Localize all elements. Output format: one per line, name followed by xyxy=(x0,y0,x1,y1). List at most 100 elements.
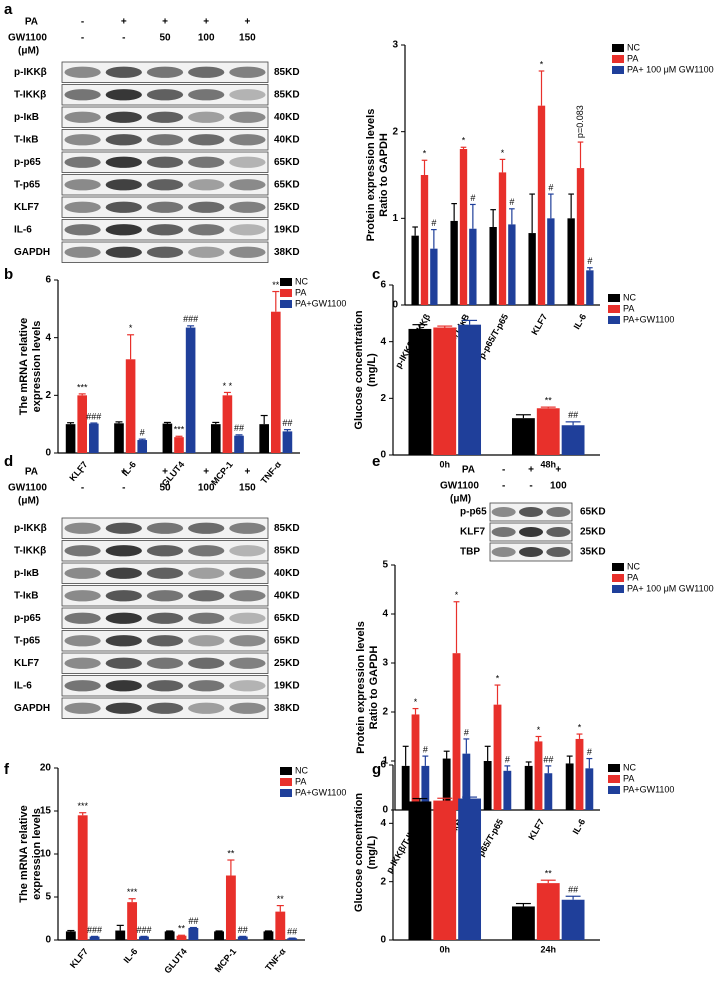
blot-band xyxy=(64,680,101,692)
blot-band xyxy=(64,612,101,624)
y-tick-label: 3 xyxy=(392,40,398,51)
blot-band xyxy=(188,156,225,168)
row-label: GAPDH xyxy=(14,247,50,258)
bar xyxy=(493,704,502,810)
blot-band xyxy=(546,507,571,517)
x-tick-label: 0h xyxy=(439,459,450,469)
blot-band xyxy=(146,179,184,191)
bar xyxy=(287,938,298,940)
bar xyxy=(77,395,88,453)
bar xyxy=(137,440,148,453)
bar xyxy=(77,815,88,940)
legend-label: PA xyxy=(295,287,306,297)
gw-dose: - xyxy=(529,481,532,492)
bar xyxy=(139,936,149,940)
gw-label: GW1100 xyxy=(8,483,47,494)
row-kd: 38KD xyxy=(274,247,300,258)
bar xyxy=(433,800,457,940)
row-kd: 38KD xyxy=(274,703,300,714)
bar xyxy=(174,437,184,453)
bar xyxy=(164,931,175,940)
blot-band xyxy=(188,246,225,258)
gw-dose: - xyxy=(122,483,125,494)
panel-label: e xyxy=(372,453,380,470)
bar xyxy=(411,235,419,305)
x-tick-label: IL-6 xyxy=(571,817,588,836)
bar xyxy=(401,765,410,810)
pa-sign: + xyxy=(203,17,209,28)
y-tick-label: 0 xyxy=(380,935,386,946)
blot-band xyxy=(188,134,225,146)
significance: * xyxy=(414,697,418,707)
y-tick-label: 0 xyxy=(45,935,51,946)
y-tick-label: 0 xyxy=(382,805,388,816)
blot-band xyxy=(546,527,571,537)
pa-sign: + xyxy=(162,17,168,28)
bar xyxy=(237,936,248,940)
blot-band xyxy=(146,657,184,669)
significance: * xyxy=(423,149,427,159)
pa-sign: - xyxy=(81,17,84,28)
bar xyxy=(185,327,196,453)
row-label: T-p65 xyxy=(14,635,41,646)
y-tick-label: 0 xyxy=(392,300,398,311)
blot-band xyxy=(188,635,225,647)
y-tick-label: 5 xyxy=(382,560,388,571)
y-tick-label: 2 xyxy=(45,390,51,401)
legend-label: PA xyxy=(627,53,638,63)
y-tick-label: 20 xyxy=(40,763,52,774)
significance: ## xyxy=(287,926,297,936)
pa-label: PA xyxy=(25,467,38,478)
blot-band xyxy=(105,111,142,123)
blot-band xyxy=(105,66,142,78)
bar xyxy=(433,327,457,455)
gw-label: GW1100 xyxy=(440,481,479,492)
row-label: p-p65 xyxy=(14,613,41,624)
x-tick-label: IL-6 xyxy=(572,312,589,331)
legend-label: PA+ 100 μM GW1100 xyxy=(627,583,714,593)
blot-band xyxy=(105,246,142,258)
bar xyxy=(565,763,574,810)
blot-band xyxy=(188,680,225,692)
bar xyxy=(528,233,536,305)
row-label: GAPDH xyxy=(14,703,50,714)
gw-unit: (μM) xyxy=(18,496,39,507)
legend-label: PA+ 100 μM GW1100 xyxy=(627,64,714,74)
blot-band xyxy=(105,201,142,213)
y-tick-label: 10 xyxy=(40,849,52,860)
row-label: IL-6 xyxy=(14,680,32,691)
x-tick-label: 48h xyxy=(540,459,556,469)
bar xyxy=(511,418,535,455)
row-kd: 85KD xyxy=(274,67,300,78)
significance: *** xyxy=(127,887,138,897)
significance: * xyxy=(537,725,541,735)
bar xyxy=(458,798,482,940)
bar xyxy=(503,770,512,810)
blot-band xyxy=(518,547,544,557)
bar xyxy=(65,931,76,940)
significance: ** xyxy=(277,894,285,904)
blot-band xyxy=(146,590,184,602)
blot-band xyxy=(229,156,266,168)
legend-swatch xyxy=(280,300,292,308)
row-kd: 65KD xyxy=(274,157,300,168)
bar xyxy=(259,424,269,453)
blot-band xyxy=(64,66,101,78)
y-axis-label: Ratio to GAPDH xyxy=(378,133,390,217)
blot-band xyxy=(146,156,184,168)
legend-label: NC xyxy=(295,765,308,775)
x-tick-label: IL-6 xyxy=(121,946,139,965)
y-axis-label: (mg/L) xyxy=(366,353,378,387)
bar xyxy=(450,220,458,305)
row-label: p-p65 xyxy=(460,507,487,518)
significance: ### xyxy=(87,925,102,935)
significance: ## xyxy=(568,410,578,420)
bar xyxy=(524,765,533,810)
legend-swatch xyxy=(608,294,620,302)
bar xyxy=(452,653,461,810)
blot-band xyxy=(105,612,142,624)
y-tick-label: 2 xyxy=(380,393,386,404)
blot-band xyxy=(229,612,266,624)
blot-band xyxy=(491,507,516,517)
bar xyxy=(536,883,560,940)
